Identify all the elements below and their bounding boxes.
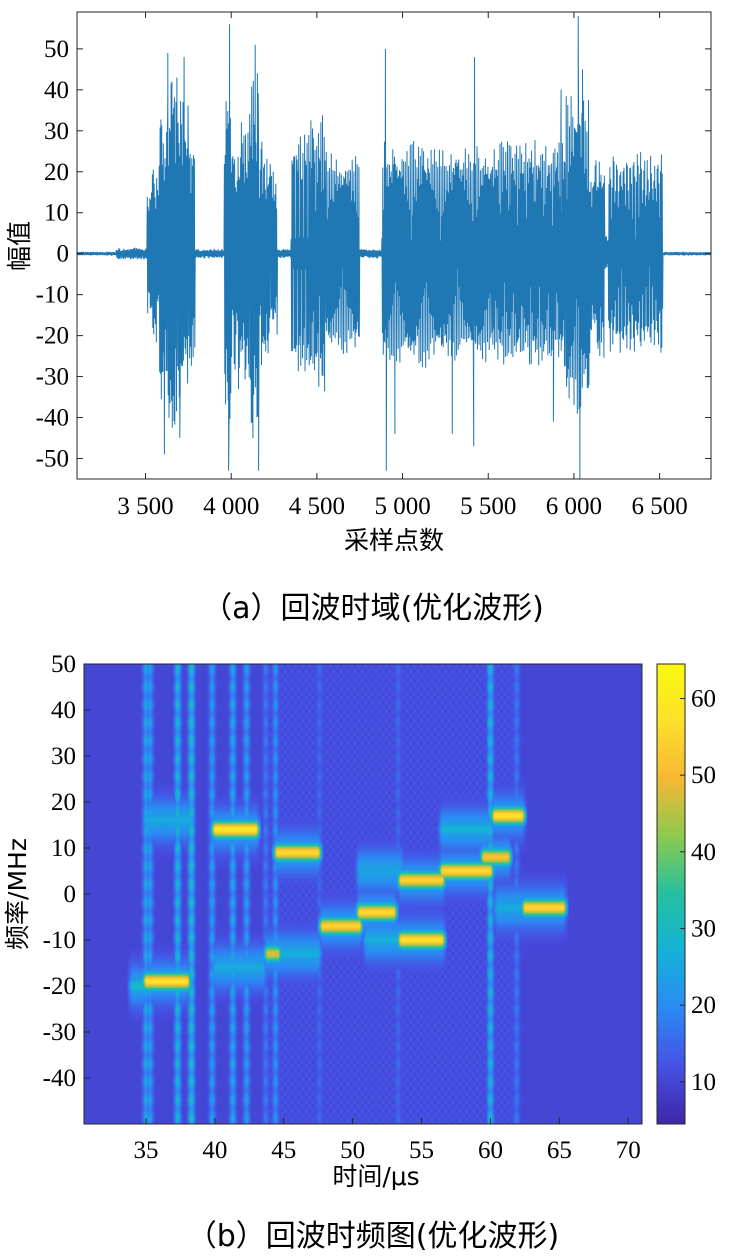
chart-b-x-tick-label: 65 <box>547 1137 572 1164</box>
chart-a-x-tick-label: 6 500 <box>631 493 687 520</box>
chart-a-y-tick-label: 30 <box>44 118 69 145</box>
chart-b-x-axis-label: 时间/μs <box>332 1162 419 1191</box>
chart-a-frame <box>76 11 712 480</box>
chart-b-y-axis-label: 频率/MHz <box>3 838 32 950</box>
chart-a-x-tick-label: 4 500 <box>289 493 345 520</box>
chart-a-y-tick-label: 10 <box>44 200 69 227</box>
colorbar-tick-label: 50 <box>691 762 716 789</box>
chart-a-y-tick-label: -40 <box>36 405 69 432</box>
chart-a-x-axis-label: 采样点数 <box>344 526 444 555</box>
colorbar-frame <box>656 663 686 1125</box>
chart-b-caption: （b）回波时频图(优化波形) <box>187 1219 559 1254</box>
chart-a-y-tick-label: 40 <box>44 77 69 104</box>
colorbar-tick-label: 60 <box>691 686 716 713</box>
chart-a-y-tick-label: 20 <box>44 159 69 186</box>
chart-b-y-tick-label: 20 <box>51 789 76 816</box>
chart-a-x-tick-label: 3 500 <box>117 493 173 520</box>
chart-a-y-tick-label: -20 <box>36 323 69 350</box>
chart-a-ticks: 3 500 4 000 4 500 5 000 5 500 6 000 6 500 -50 -4… <box>36 12 711 520</box>
chart-a-y-axis-label: 幅值 <box>5 221 34 271</box>
chart-a-caption: （a）回波时域(优化波形) <box>202 591 544 626</box>
chart-b-y-tick-label: -20 <box>43 973 76 1000</box>
chart-b-y-tick-label: 0 <box>64 881 77 908</box>
chart-a-x-tick-label: 5 000 <box>374 493 430 520</box>
chart-a-y-tick-label: 50 <box>44 36 69 63</box>
chart-b-x-tick-label: 50 <box>340 1137 365 1164</box>
time-domain-chart: 3 500 4 000 4 500 5 000 5 500 6 000 6 500 -50 -4… <box>5 11 712 626</box>
colorbar-tick-label: 40 <box>691 839 716 866</box>
chart-a-series-line <box>76 16 712 480</box>
chart-a-x-tick-label: 6 000 <box>546 493 602 520</box>
chart-b-y-tick-label: -30 <box>43 1019 76 1046</box>
chart-a-y-tick-label: -50 <box>36 446 69 473</box>
colorbar-container <box>657 664 685 1124</box>
chart-b-x-tick-label: 60 <box>478 1137 503 1164</box>
chart-b-y-tick-label: 10 <box>51 835 76 862</box>
chart-a-x-tick-label: 5 500 <box>460 493 516 520</box>
spectrogram-chart: 35 40 45 50 55 60 65 70-40-30-20-1001020304050 … <box>3 651 716 1254</box>
chart-b-x-tick-label: 35 <box>134 1137 159 1164</box>
colorbar-tick-label: 10 <box>691 1069 716 1096</box>
chart-b-y-tick-label: 40 <box>51 697 76 724</box>
chart-a-y-tick-label: -10 <box>36 282 69 309</box>
colorbar-tick-label: 30 <box>691 916 716 943</box>
chart-a-x-tick-label: 4 000 <box>203 493 259 520</box>
chart-b-heatmap-container <box>84 664 642 1124</box>
chart-b-y-tick-label: 50 <box>51 651 76 678</box>
chart-a-y-tick-label: 0 <box>57 241 70 268</box>
chart-b-ticks: 35 40 45 50 55 60 65 70 -40 -30 -20 -10 0 10 20 30 40 50 <box>43 651 641 1164</box>
chart-b-y-tick-label: -10 <box>43 927 76 954</box>
chart-b-x-tick-label: 55 <box>409 1137 434 1164</box>
chart-b-heatmap-image <box>84 664 642 1124</box>
chart-b-x-tick-label: 45 <box>271 1137 296 1164</box>
chart-b-y-tick-label: -40 <box>43 1065 76 1092</box>
colorbar-tick-label: 20 <box>691 992 716 1019</box>
colorbar-gradient <box>657 664 685 1124</box>
chart-b-x-tick-label: 70 <box>616 1137 641 1164</box>
colorbar-ticks: 10 20 30 40 50 60 <box>680 686 716 1096</box>
chart-a-y-tick-label: -30 <box>36 364 69 391</box>
chart-b-x-tick-label: 40 <box>202 1137 227 1164</box>
chart-b-y-tick-label: 30 <box>51 743 76 770</box>
